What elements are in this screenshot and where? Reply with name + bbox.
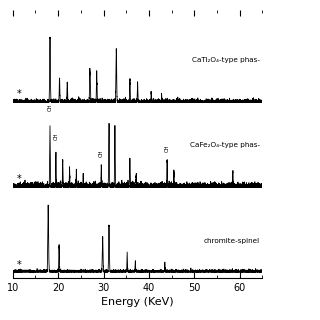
Text: *: * (17, 89, 22, 99)
X-axis label: Energy (KeV): Energy (KeV) (101, 297, 174, 308)
Text: CH: CH (164, 144, 170, 152)
Text: *: * (17, 260, 22, 269)
Text: CH: CH (99, 149, 104, 156)
Text: chromite-spinel: chromite-spinel (204, 238, 260, 244)
Text: CaTi₂O₄-type phas-: CaTi₂O₄-type phas- (192, 58, 260, 63)
Text: CH: CH (47, 103, 52, 110)
Text: CH: CH (53, 133, 59, 140)
Text: *: * (17, 174, 22, 184)
Text: CaFe₂O₄-type phas-: CaFe₂O₄-type phas- (190, 142, 260, 148)
